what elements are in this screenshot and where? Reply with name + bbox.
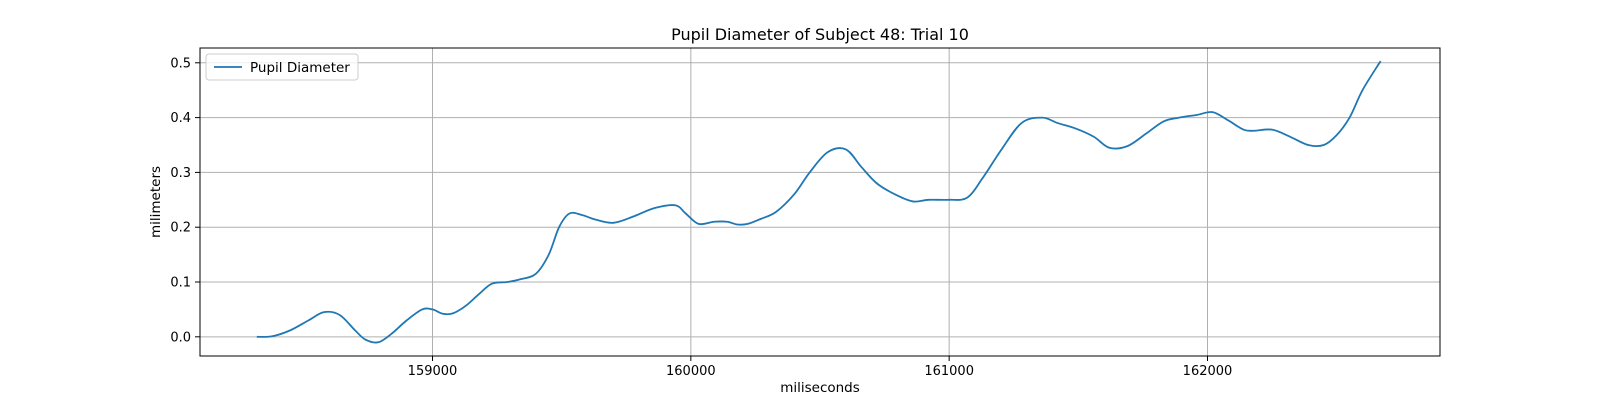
legend-label: Pupil Diameter: [250, 60, 350, 76]
chart-title: Pupil Diameter of Subject 48: Trial 10: [671, 25, 969, 44]
series-layer: [256, 60, 1382, 344]
legend: Pupil Diameter: [205, 53, 359, 81]
x-axis-label: miliseconds: [780, 380, 860, 396]
y-tick-label: 0.2: [170, 221, 191, 236]
x-axis: 159000 160000 161000 162000: [408, 356, 1233, 379]
y-axis-label: milimeters: [148, 166, 164, 238]
legend-box: [205, 53, 359, 81]
y-tick-label: 0.0: [170, 330, 191, 345]
x-tick-label: 160000: [666, 364, 716, 379]
y-axis: 0.0 0.1 0.2 0.3 0.4 0.5: [170, 56, 200, 345]
y-tick-label: 0.5: [170, 56, 191, 71]
x-tick-label: 159000: [408, 364, 458, 379]
y-tick-label: 0.1: [170, 276, 191, 291]
y-tick-label: 0.3: [170, 166, 191, 181]
series-line-pupil-diameter: [256, 60, 1382, 344]
plot-frame: [199, 47, 1441, 357]
y-tick-label: 0.4: [170, 111, 191, 126]
x-tick-label: 162000: [1183, 364, 1233, 379]
grid: [200, 48, 1440, 356]
x-tick-label: 161000: [924, 364, 974, 379]
